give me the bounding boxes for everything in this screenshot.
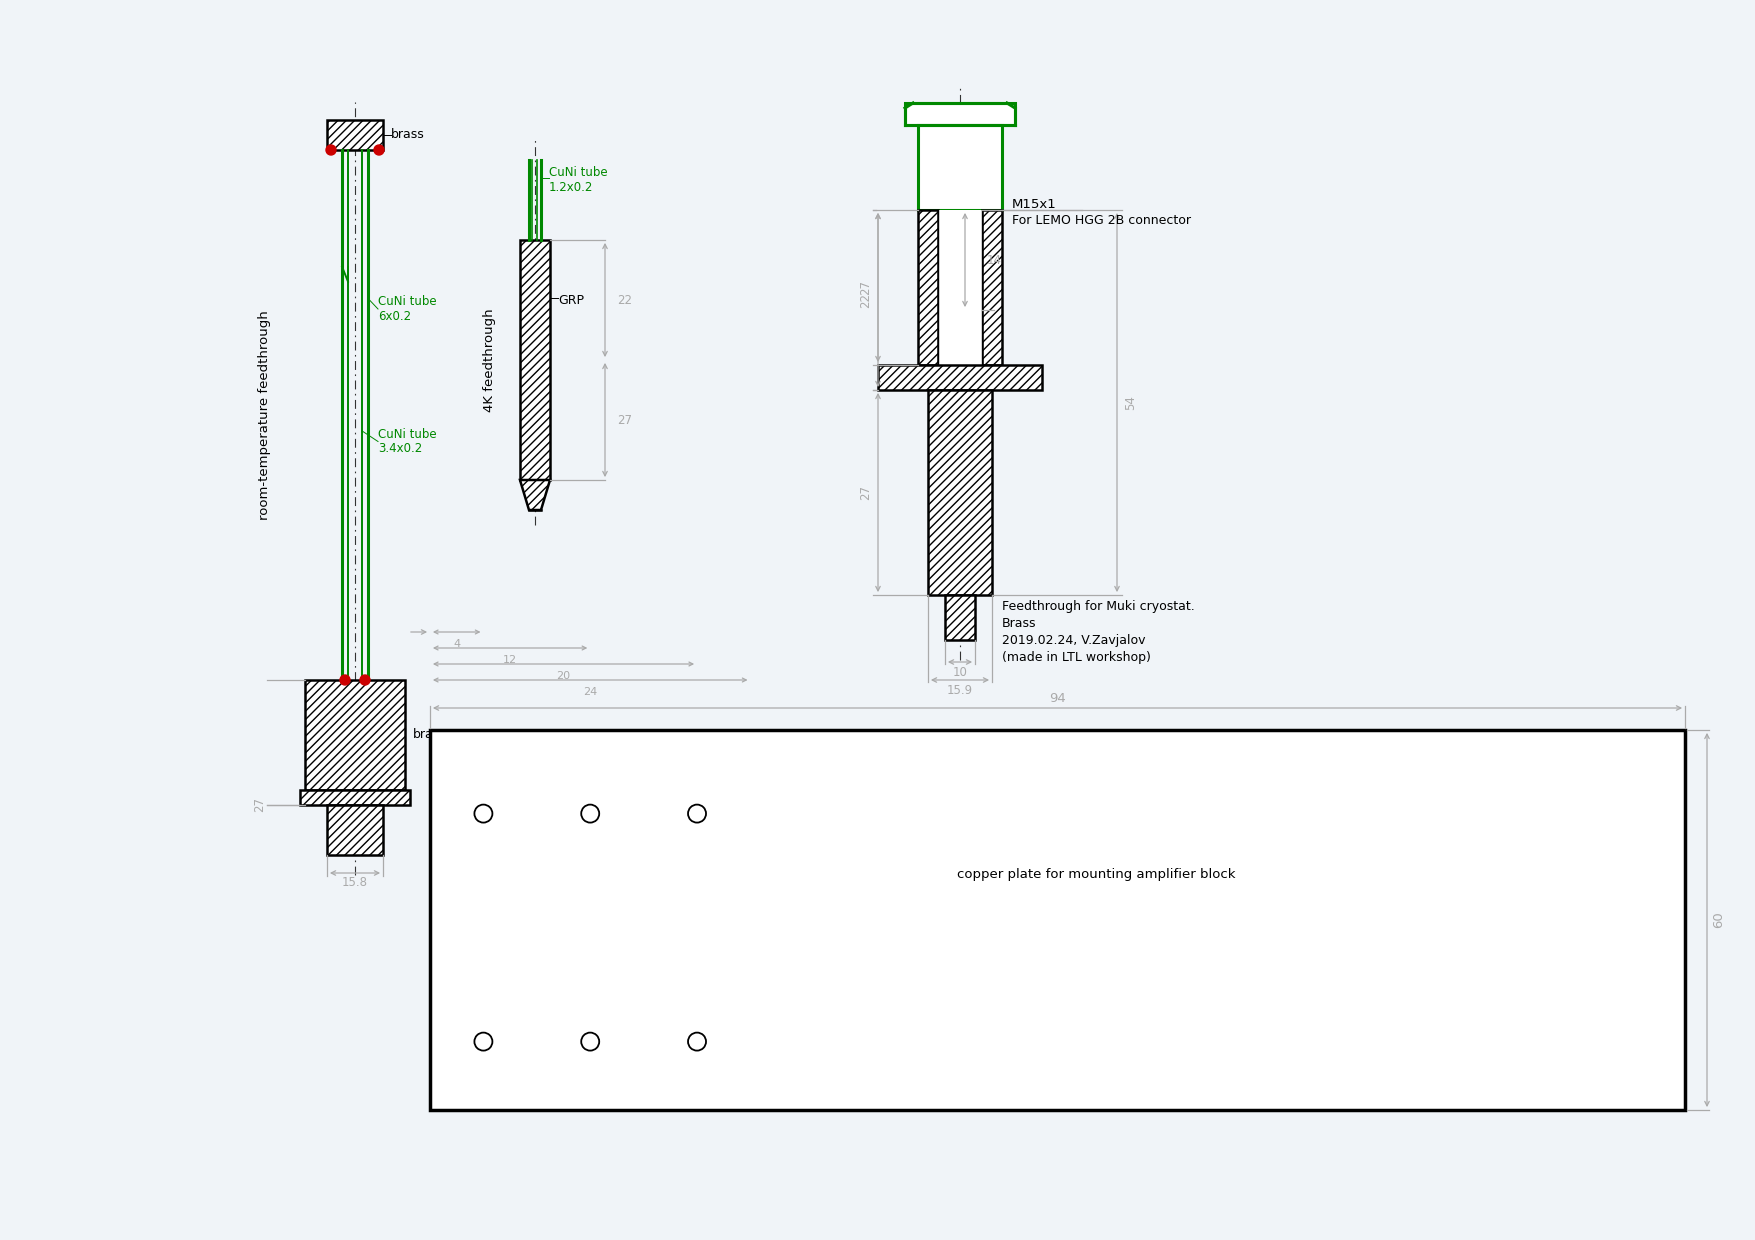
Text: 27: 27: [860, 280, 872, 295]
Text: 60: 60: [1713, 911, 1725, 929]
Text: CuNi tube
1.2x0.2: CuNi tube 1.2x0.2: [549, 166, 607, 193]
Text: 22: 22: [860, 293, 872, 308]
Text: CuNi tube
3.4x0.2: CuNi tube 3.4x0.2: [377, 428, 437, 455]
Circle shape: [474, 1033, 493, 1050]
Circle shape: [340, 675, 349, 684]
Text: room-temperature feedthrough: room-temperature feedthrough: [258, 310, 272, 520]
Text: 22: 22: [618, 294, 632, 306]
Text: 27: 27: [253, 797, 267, 812]
Text: 27: 27: [618, 413, 632, 427]
Text: 27: 27: [860, 485, 872, 500]
Bar: [326, 120, 383, 150]
Circle shape: [360, 675, 370, 684]
Text: 20: 20: [953, 232, 967, 244]
Bar: [918, 210, 937, 365]
Text: 94: 94: [1049, 692, 1065, 704]
Bar: [944, 595, 976, 640]
Text: 4K feedthrough: 4K feedthrough: [483, 309, 497, 412]
Bar: [918, 125, 1002, 210]
Text: 54: 54: [1125, 396, 1137, 410]
Circle shape: [581, 805, 598, 822]
Text: brass: brass: [412, 729, 448, 742]
Bar: [937, 210, 983, 365]
Circle shape: [474, 805, 493, 822]
Text: (made in LTL workshop): (made in LTL workshop): [1002, 651, 1151, 663]
Bar: [519, 241, 549, 480]
Text: 12: 12: [504, 655, 518, 665]
Circle shape: [688, 1033, 706, 1050]
Text: For LEMO HGG 2B connector: For LEMO HGG 2B connector: [1013, 215, 1192, 227]
Text: copper plate for mounting amplifier block: copper plate for mounting amplifier bloc…: [956, 868, 1236, 880]
Text: 2019.02.24, V.Zavjalov: 2019.02.24, V.Zavjalov: [1002, 634, 1146, 647]
Text: 10: 10: [953, 666, 967, 678]
Bar: [906, 103, 1014, 125]
Text: 15.8: 15.8: [342, 877, 369, 889]
Text: CuNi tube
6x0.2: CuNi tube 6x0.2: [377, 295, 437, 322]
Text: Brass: Brass: [1002, 618, 1037, 630]
Text: Feedthrough for Muki cryostat.: Feedthrough for Muki cryostat.: [1002, 600, 1195, 613]
Bar: [305, 680, 405, 790]
Text: M15x1: M15x1: [1013, 198, 1057, 211]
Circle shape: [688, 805, 706, 822]
Bar: [430, 730, 1685, 1110]
Circle shape: [374, 145, 384, 155]
Text: 24: 24: [583, 687, 597, 697]
Text: GRP: GRP: [558, 294, 584, 306]
Circle shape: [581, 1033, 598, 1050]
Text: 20: 20: [556, 671, 570, 681]
Bar: [983, 210, 1002, 365]
Bar: [326, 805, 383, 856]
Polygon shape: [519, 480, 549, 510]
Circle shape: [326, 145, 335, 155]
Text: 15.9: 15.9: [948, 683, 972, 697]
Bar: [878, 365, 1042, 391]
Bar: [928, 391, 992, 595]
Text: 14: 14: [986, 253, 1002, 267]
Text: brass: brass: [391, 129, 425, 141]
Bar: [300, 790, 411, 805]
Text: 4: 4: [453, 639, 460, 649]
